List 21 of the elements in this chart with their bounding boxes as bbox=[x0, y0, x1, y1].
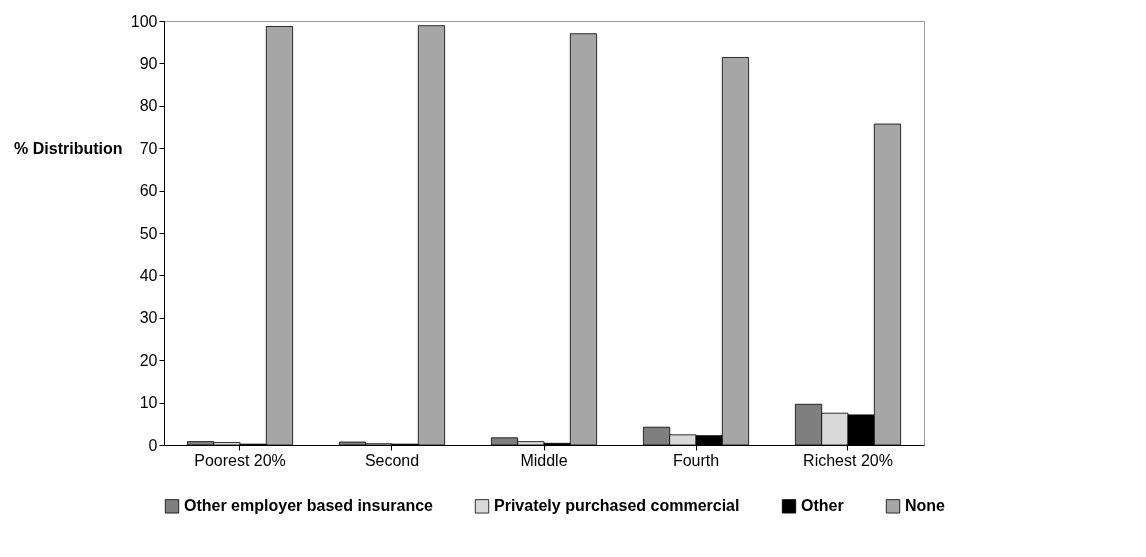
legend-label: Other bbox=[801, 497, 844, 515]
y-tick-label: 90 bbox=[139, 54, 158, 72]
y-tick-label: 70 bbox=[139, 139, 158, 157]
y-tick-label: 30 bbox=[139, 309, 158, 327]
x-tick-label: Fourth bbox=[672, 451, 720, 469]
y-tick-label: 10 bbox=[139, 394, 158, 412]
y-axis-title: % Distribution bbox=[14, 139, 123, 157]
x-tick-label: Richest 20% bbox=[803, 451, 893, 469]
x-tick-label: Poorest 20% bbox=[194, 451, 286, 469]
y-tick-label: 100 bbox=[130, 12, 158, 30]
x-tick-label: Middle bbox=[520, 451, 568, 469]
legend-label: None bbox=[905, 497, 946, 515]
legend-label: Other employer based insurance bbox=[184, 497, 434, 515]
legend-label: Privately purchased commercial bbox=[494, 497, 740, 515]
y-tick-label: 80 bbox=[139, 97, 158, 115]
y-tick-label: 0 bbox=[148, 436, 158, 454]
y-tick-label: 40 bbox=[139, 266, 158, 284]
y-tick-label: 20 bbox=[139, 351, 158, 369]
y-tick-label: 60 bbox=[139, 182, 158, 200]
x-tick-label: Second bbox=[364, 451, 420, 469]
y-tick-label: 50 bbox=[139, 224, 158, 242]
